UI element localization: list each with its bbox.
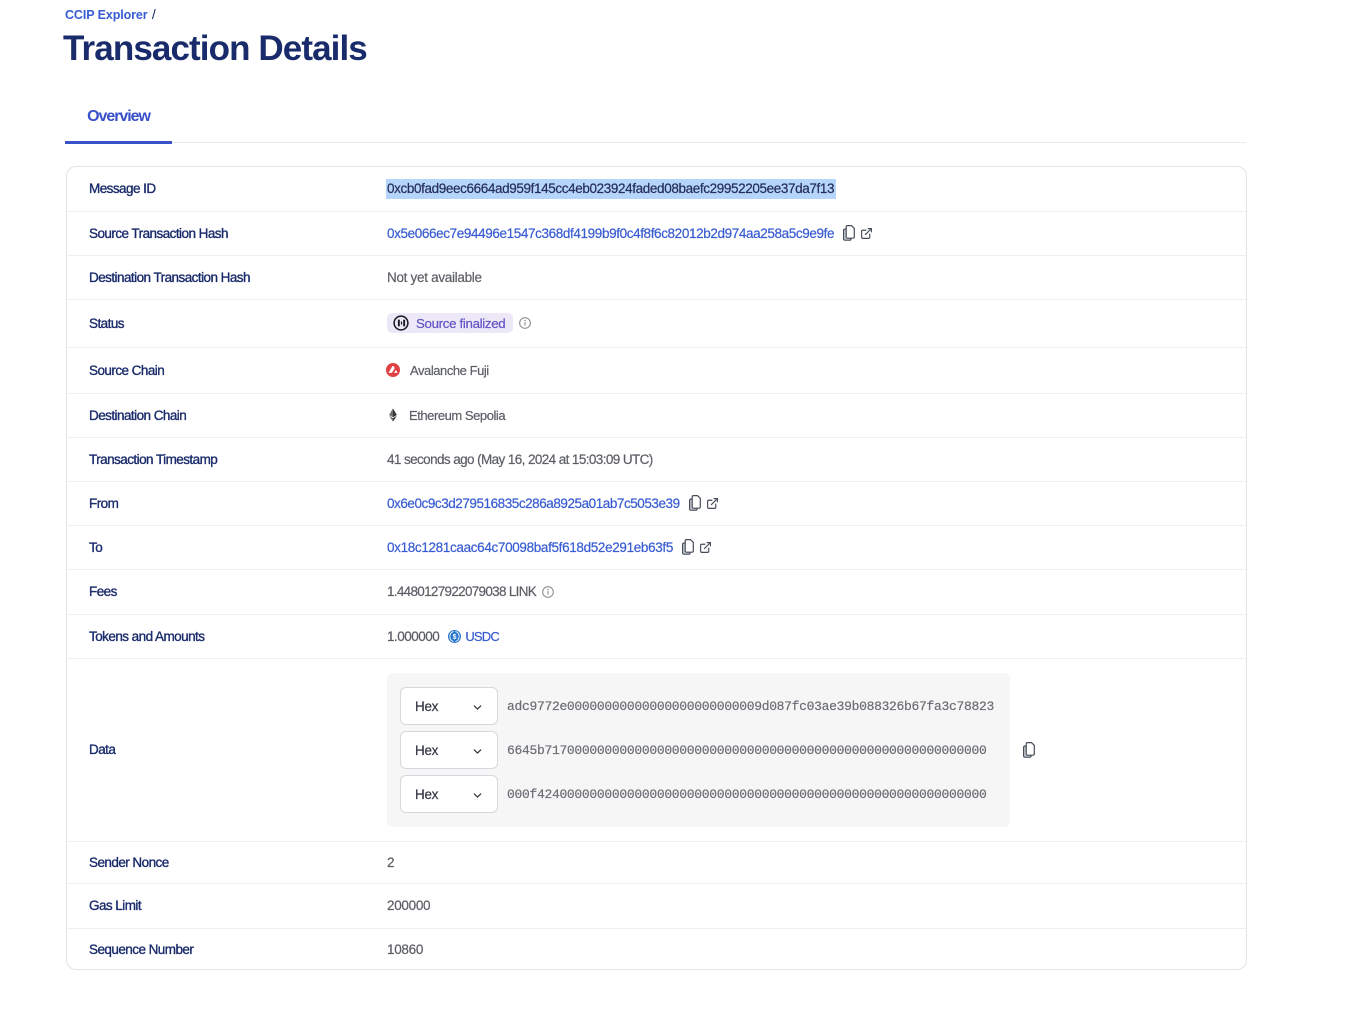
svg-text:$: $ <box>453 633 457 640</box>
